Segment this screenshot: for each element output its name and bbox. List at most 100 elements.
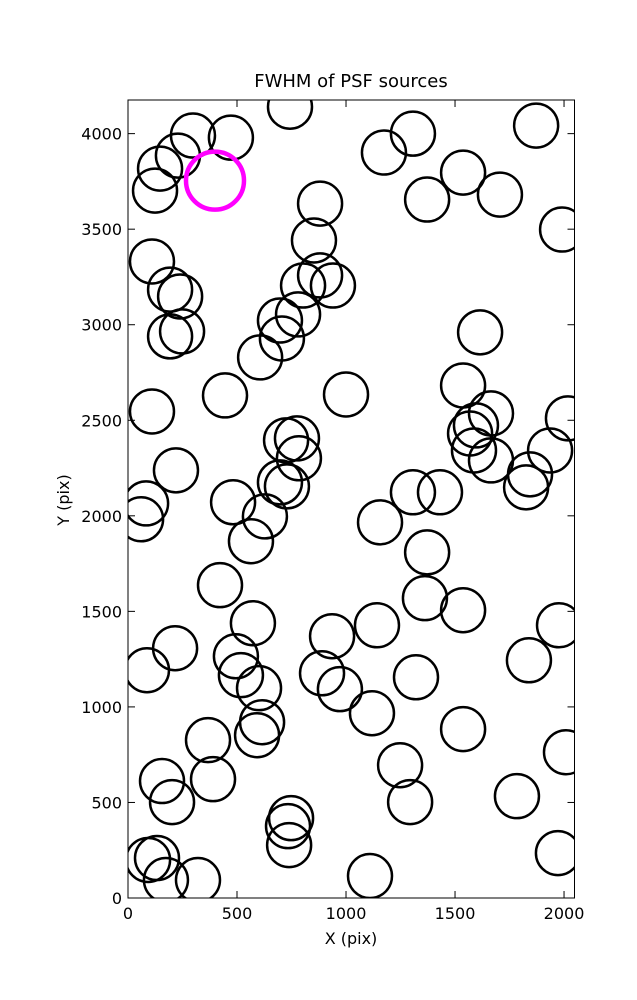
- y-tick-label: 1000: [81, 698, 122, 717]
- source-marker: [308, 612, 356, 660]
- source-marker: [538, 206, 575, 253]
- source-marker: [189, 755, 237, 803]
- source-marker: [266, 100, 314, 130]
- y-tick-label: 500: [91, 793, 122, 812]
- source-marker: [131, 167, 179, 214]
- source-marker: [376, 741, 424, 789]
- y-tick-label: 4000: [81, 125, 122, 144]
- source-marker: [196, 561, 244, 609]
- source-marker: [526, 427, 574, 474]
- source-marker: [456, 309, 504, 356]
- source-marker: [128, 388, 176, 435]
- source-marker: [263, 463, 311, 510]
- source-marker: [152, 447, 200, 494]
- source-marker: [267, 794, 315, 842]
- source-marker: [439, 149, 487, 196]
- source-marker: [256, 297, 304, 344]
- source-marker: [298, 650, 346, 697]
- source-marker: [227, 517, 275, 565]
- source-marker: [389, 110, 437, 157]
- source-marker: [212, 633, 260, 680]
- source-marker: [133, 834, 181, 882]
- source-marker: [534, 829, 575, 877]
- plot-frame: [127, 99, 575, 899]
- source-marker: [217, 651, 265, 699]
- source-marker: [535, 602, 575, 649]
- source-marker: [542, 728, 575, 776]
- source-marker: [356, 499, 404, 546]
- y-tick-label: 3500: [81, 220, 122, 239]
- source-marker: [296, 252, 344, 299]
- source-marker: [348, 689, 396, 737]
- source-marker: [128, 480, 170, 527]
- source-marker: [279, 262, 327, 309]
- source-marker: [207, 114, 255, 161]
- source-marker: [274, 291, 322, 338]
- source-marker: [148, 778, 196, 826]
- source-marker: [309, 262, 357, 309]
- source-marker: [386, 778, 434, 826]
- x-tick-label: 1500: [435, 904, 476, 923]
- source-marker: [273, 415, 321, 462]
- y-tick-label: 3000: [81, 316, 122, 335]
- source-marker: [183, 149, 247, 212]
- source-marker: [151, 624, 199, 672]
- source-marker: [201, 372, 249, 419]
- x-tick-label: 2000: [544, 904, 585, 923]
- source-marker: [256, 459, 304, 506]
- source-marker: [439, 362, 487, 409]
- y-tick-label: 2500: [81, 411, 122, 430]
- source-marker: [142, 856, 190, 898]
- source-marker: [403, 529, 451, 576]
- source-marker: [146, 313, 194, 360]
- source-marker: [128, 238, 176, 285]
- source-marker: [493, 772, 541, 820]
- source-marker: [439, 705, 487, 753]
- source-marker: [138, 757, 186, 805]
- source-marker: [184, 716, 232, 764]
- source-marker: [209, 478, 257, 526]
- source-marker: [322, 371, 370, 418]
- source-marker: [156, 273, 204, 320]
- source-marker: [360, 129, 408, 176]
- source-marker: [290, 217, 338, 264]
- chart-title: FWHM of PSF sources: [254, 71, 448, 92]
- x-axis-label: X (pix): [325, 929, 378, 948]
- y-tick-label: 0: [112, 889, 122, 908]
- source-marker: [275, 435, 323, 482]
- source-marker: [346, 852, 394, 898]
- source-marker: [392, 654, 440, 701]
- source-marker: [502, 464, 550, 511]
- source-marker: [401, 574, 449, 622]
- source-marker: [265, 821, 313, 869]
- x-tick-label: 500: [222, 904, 253, 923]
- source-marker: [174, 856, 222, 898]
- source-marker: [136, 145, 184, 192]
- source-marker: [264, 802, 312, 850]
- source-marker: [439, 586, 487, 634]
- source-marker: [544, 395, 575, 442]
- source-marker: [389, 469, 437, 516]
- source-marker: [128, 646, 171, 694]
- x-tick-label: 1000: [326, 904, 367, 923]
- source-marker: [512, 102, 560, 149]
- plot-marks: [128, 100, 575, 898]
- source-marker: [128, 496, 165, 543]
- x-tick-label: 0: [123, 904, 133, 923]
- source-marker: [450, 427, 498, 474]
- source-marker: [236, 334, 284, 381]
- source-marker: [296, 180, 344, 227]
- source-marker: [238, 698, 286, 746]
- source-marker: [158, 308, 206, 355]
- y-axis-label: Y (pix): [54, 474, 73, 526]
- source-marker: [476, 171, 524, 218]
- y-tick-label: 1500: [81, 602, 122, 621]
- source-marker: [235, 664, 283, 712]
- source-marker: [241, 493, 289, 540]
- source-marker: [233, 711, 281, 759]
- source-marker: [128, 836, 172, 884]
- source-marker: [316, 665, 364, 713]
- source-marker: [505, 637, 553, 684]
- source-marker: [416, 469, 464, 516]
